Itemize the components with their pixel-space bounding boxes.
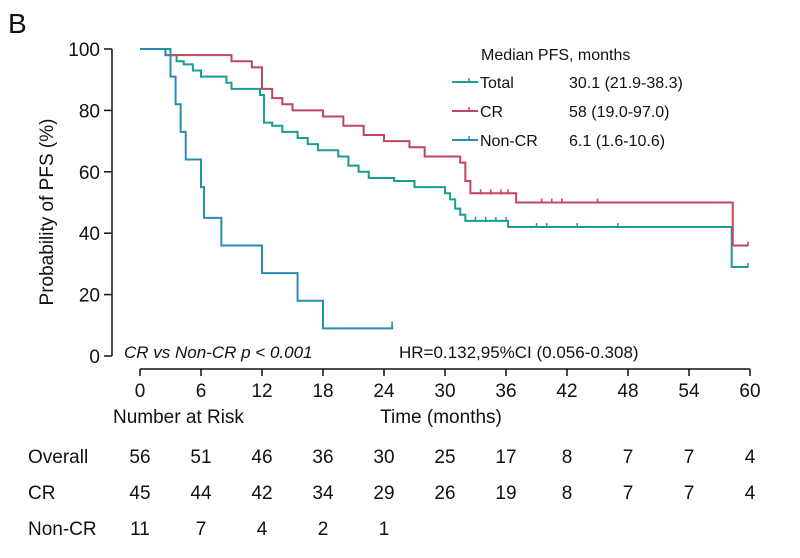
- x-tick-label: 6: [196, 381, 207, 402]
- x-tick-label: 18: [312, 381, 333, 402]
- risk-count: 29: [373, 483, 394, 504]
- risk-count: 45: [129, 483, 150, 504]
- risk-count: 34: [312, 483, 334, 504]
- legend-title: Median PFS, months: [481, 47, 630, 64]
- curve-non-cr: [140, 48, 394, 330]
- x-tick-label: 12: [251, 381, 272, 402]
- risk-count: 7: [623, 483, 634, 504]
- x-tick-label: 24: [373, 381, 395, 402]
- risk-count: 30: [373, 447, 394, 468]
- risk-row-label: Non-CR: [28, 519, 97, 540]
- risk-count: 4: [257, 519, 268, 540]
- risk-table-title: Number at Risk: [113, 407, 244, 428]
- risk-count: 7: [684, 447, 695, 468]
- x-axis-label: Time (months): [380, 407, 502, 428]
- censor-marks: [391, 189, 749, 327]
- legend-label-non-cr: Non-CR: [480, 133, 538, 150]
- curve-total: [140, 48, 748, 268]
- x-tick-label: 60: [739, 381, 760, 402]
- risk-count: 7: [196, 519, 207, 540]
- risk-count: 25: [434, 447, 455, 468]
- risk-count: 4: [745, 447, 756, 468]
- x-tick-label: 30: [434, 381, 455, 402]
- x-tick-label: 36: [495, 381, 516, 402]
- risk-count: 8: [562, 483, 573, 504]
- risk-count: 11: [130, 519, 150, 540]
- risk-count: 7: [684, 483, 695, 504]
- risk-count: 7: [623, 447, 634, 468]
- legend-label-cr: CR: [480, 104, 503, 121]
- risk-count: 4: [745, 483, 756, 504]
- curve-cr: [140, 48, 748, 247]
- risk-count: 17: [495, 447, 516, 468]
- y-tick-label: 40: [79, 224, 100, 245]
- x-tick-label: 54: [678, 381, 700, 402]
- risk-count: 56: [129, 447, 150, 468]
- axes: 0 20 40 60 80 100 0 6 12 18 24 30 36 42 48 54 60: [68, 40, 760, 402]
- risk-count: 42: [251, 483, 272, 504]
- panel-label: B: [8, 8, 27, 39]
- y-tick-label: 0: [89, 347, 100, 368]
- hr-annotation: HR=0.132,95%CI (0.056-0.308): [399, 343, 639, 362]
- x-tick-label: 42: [556, 381, 577, 402]
- legend-label-total: Total: [480, 75, 514, 92]
- legend: Median PFS, months Total 30.1 (21.9-38.3)…: [452, 47, 683, 150]
- p-value-annotation: CR vs Non-CR p < 0.001: [124, 343, 313, 362]
- survival-curves: [140, 48, 748, 330]
- risk-table: Overall 56 51 46 36 30 25 17 8 7 7 4CR 45 44 42 34 29 26 1…: [28, 447, 756, 540]
- x-tick-label: 48: [617, 381, 638, 402]
- risk-count: 1: [379, 519, 390, 540]
- risk-row-label: CR: [28, 483, 55, 504]
- y-tick-label: 100: [68, 40, 100, 61]
- legend-median-cr: 58 (19.0-97.0): [569, 104, 670, 121]
- risk-count: 51: [190, 447, 211, 468]
- risk-count: 19: [495, 483, 516, 504]
- risk-count: 8: [562, 447, 573, 468]
- risk-count: 46: [251, 447, 272, 468]
- risk-count: 2: [318, 519, 329, 540]
- y-axis-label: Probability of PFS (%): [37, 119, 58, 306]
- y-tick-label: 20: [79, 286, 100, 307]
- legend-median-total: 30.1 (21.9-38.3): [569, 75, 683, 92]
- legend-median-non-cr: 6.1 (1.6-10.6): [569, 133, 665, 150]
- risk-count: 36: [312, 447, 333, 468]
- y-tick-label: 60: [79, 163, 100, 184]
- risk-row-label: Overall: [28, 447, 88, 468]
- x-tick-label: 0: [135, 381, 146, 402]
- risk-count: 44: [190, 483, 212, 504]
- risk-count: 26: [434, 483, 455, 504]
- y-tick-label: 80: [79, 101, 100, 122]
